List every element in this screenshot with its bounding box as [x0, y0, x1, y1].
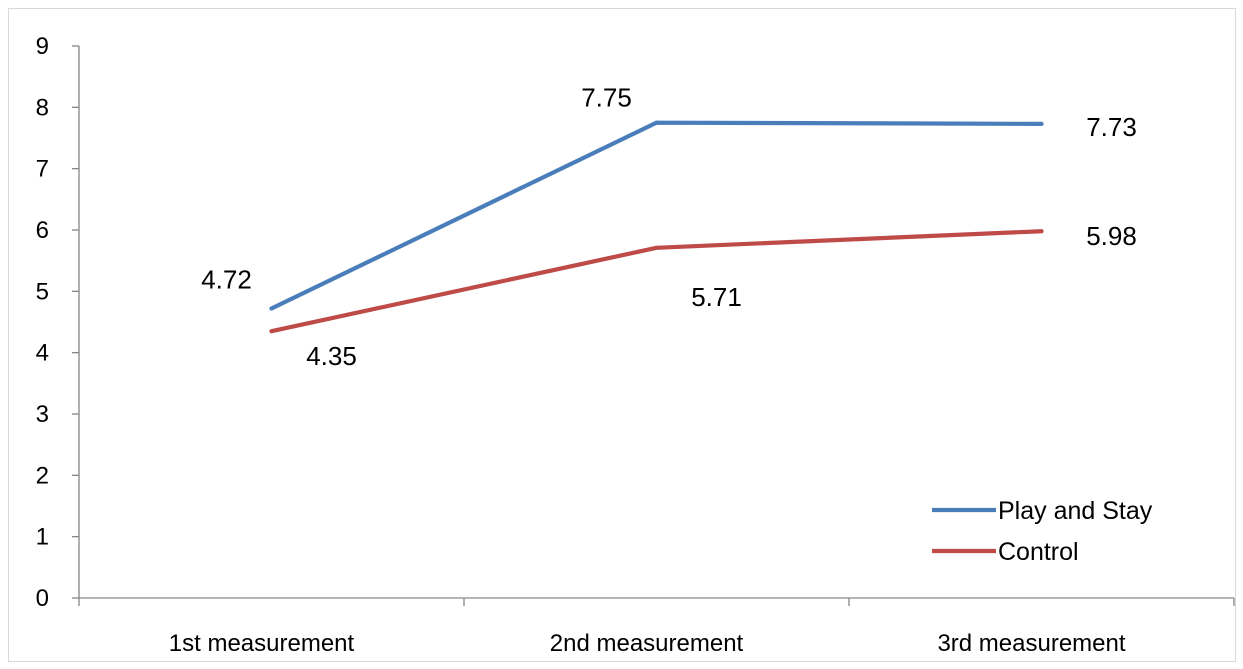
- x-category-label: 1st measurement: [169, 630, 355, 657]
- y-axis: 0 1 2 3 4 5 6 7 8 9: [36, 33, 80, 612]
- data-label: 7.73: [1086, 112, 1137, 142]
- x-category-label: 3rd measurement: [937, 630, 1125, 657]
- data-point: [269, 306, 274, 311]
- y-tick-label: 9: [36, 33, 49, 60]
- legend: Play and Stay Control: [932, 497, 1153, 566]
- data-label: 4.72: [201, 265, 252, 295]
- y-tick-label: 2: [36, 462, 49, 489]
- x-axis: 1st measurement 2nd measurement 3rd measur…: [78, 597, 1235, 657]
- series-line-play-and-stay: [269, 120, 1044, 311]
- data-point: [1039, 229, 1044, 234]
- y-tick-label: 3: [36, 401, 49, 428]
- chart-frame: [8, 8, 1236, 662]
- y-tick-label: 6: [36, 217, 49, 244]
- legend-label: Play and Stay: [998, 497, 1153, 525]
- data-label: 7.75: [581, 83, 632, 113]
- legend-label: Control: [998, 538, 1079, 566]
- data-label: 5.71: [691, 282, 742, 312]
- data-label: 5.98: [1086, 221, 1137, 251]
- data-point: [654, 120, 659, 125]
- data-point: [269, 329, 274, 334]
- y-tick-label: 7: [36, 156, 49, 183]
- data-point: [654, 245, 659, 250]
- y-tick-label: 8: [36, 94, 49, 121]
- data-label: 4.35: [306, 341, 357, 371]
- data-labels: 4.72 7.75 7.73 4.35 5.71 5.98: [201, 83, 1137, 372]
- y-tick-label: 4: [36, 340, 49, 367]
- y-tick-label: 1: [36, 524, 49, 551]
- data-point: [1039, 121, 1044, 126]
- y-tick-label: 5: [36, 278, 49, 305]
- series-lines: [269, 120, 1044, 334]
- y-tick-label: 0: [36, 585, 49, 612]
- x-category-label: 2nd measurement: [550, 630, 744, 657]
